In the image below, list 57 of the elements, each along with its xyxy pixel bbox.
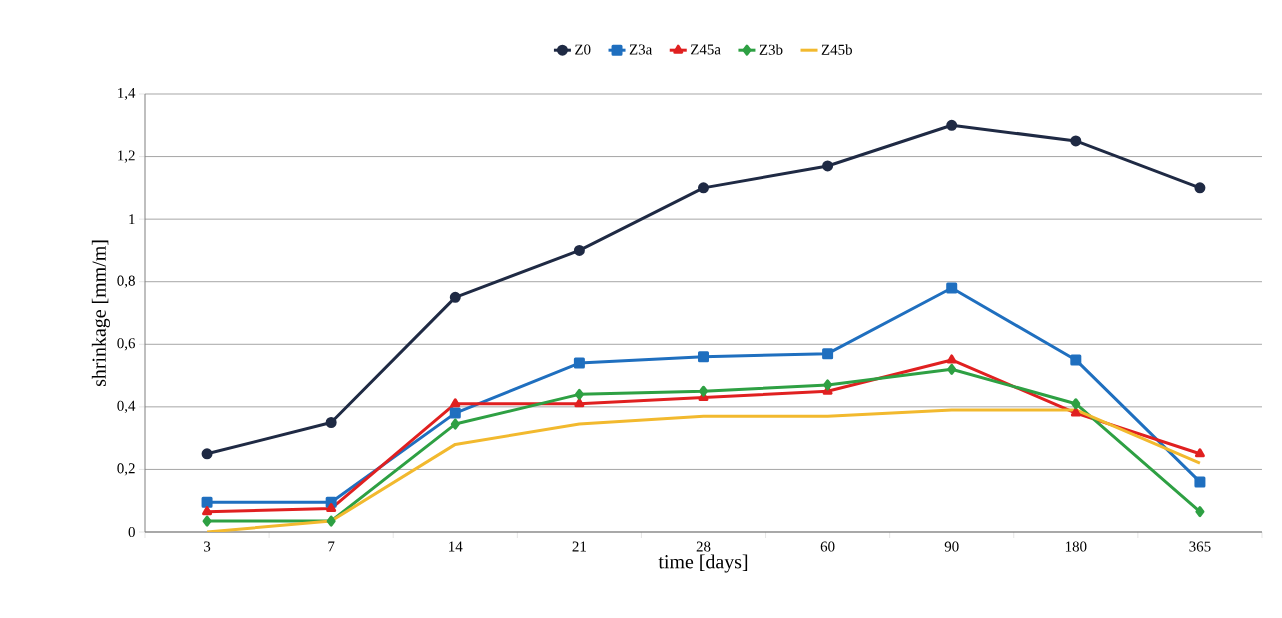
legend-label: Z3b	[759, 44, 783, 55]
y-tick-label: 0,6	[117, 338, 136, 351]
point	[823, 379, 833, 391]
point	[326, 515, 336, 527]
point	[201, 448, 213, 460]
point	[450, 418, 460, 430]
y-tick-label: 1,4	[118, 87, 136, 101]
point	[1070, 354, 1082, 366]
x-tick-label: 7	[328, 541, 335, 552]
point	[1070, 135, 1082, 147]
legend-label: Z0	[575, 44, 591, 55]
point	[698, 385, 708, 397]
point	[449, 407, 461, 419]
point	[946, 354, 957, 364]
x-tick-label: 14	[449, 541, 463, 552]
y-tick-label: 1,2	[118, 150, 135, 163]
point	[1195, 506, 1205, 518]
point	[1194, 476, 1206, 488]
point	[573, 357, 585, 369]
point	[822, 160, 834, 172]
point	[822, 348, 834, 360]
point	[1194, 448, 1205, 458]
point	[573, 244, 585, 256]
point	[947, 363, 957, 375]
point	[697, 351, 709, 363]
point	[325, 417, 337, 428]
point	[449, 291, 461, 303]
point	[1194, 182, 1206, 194]
x-tick-label: 21	[572, 541, 586, 552]
y-tick-label: 0,4	[117, 400, 136, 413]
y-tick-label: 0,2	[117, 463, 135, 476]
x-tick-label: 180	[1065, 541, 1087, 552]
point	[202, 506, 213, 516]
x-tick-label: 60	[820, 541, 835, 552]
x-tick-label: 3	[204, 541, 211, 552]
legend-label: Z45b	[821, 44, 852, 55]
point	[697, 182, 709, 194]
point	[326, 503, 337, 513]
y-tick-label: 1	[129, 214, 135, 225]
point	[946, 119, 958, 131]
x-tick-label: 90	[944, 541, 959, 552]
point	[202, 515, 212, 527]
legend-label: Z3a	[629, 44, 653, 55]
x-tick-label: 28	[696, 541, 711, 552]
point	[946, 282, 958, 294]
point	[1070, 407, 1081, 417]
point	[1071, 398, 1081, 410]
point	[450, 398, 461, 408]
y-axis-title: shrinkage [mm/m]	[91, 240, 110, 387]
point	[574, 388, 584, 400]
legend-label: Z45a	[690, 44, 721, 55]
x-axis-title: time [days]	[658, 554, 748, 573]
y-tick-label: 0	[128, 526, 135, 538]
y-tick-label: 0,8	[117, 275, 135, 288]
point	[574, 398, 585, 408]
point	[201, 496, 213, 508]
x-tick-label: 365	[1189, 541, 1211, 552]
